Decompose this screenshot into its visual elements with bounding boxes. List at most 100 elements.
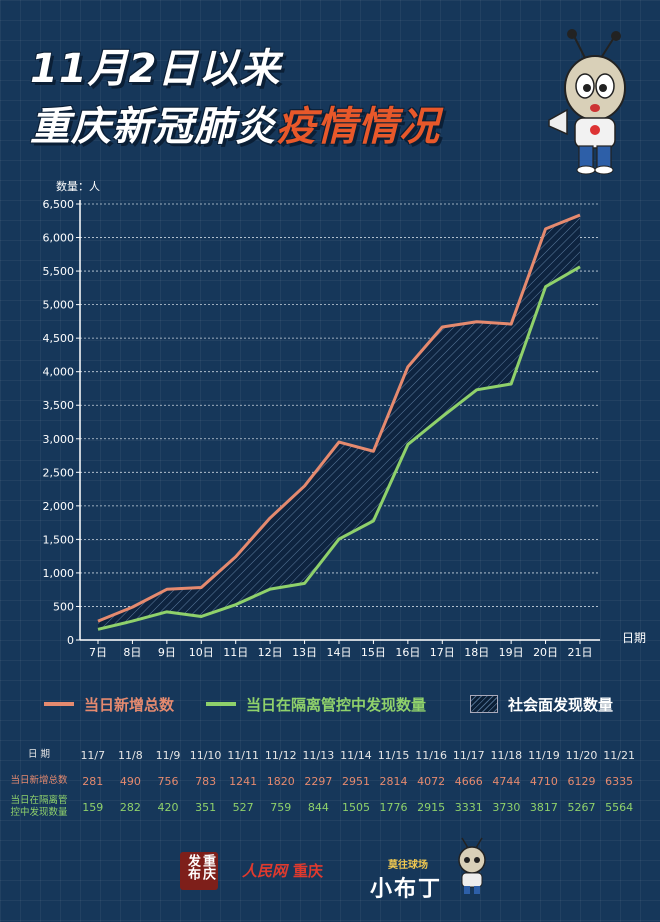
title-line1: 11月2日以来 <box>30 46 281 92</box>
x-tick-label: 19日 <box>499 646 524 659</box>
xiaobuding-subtitle: 莫往球场 <box>388 860 428 871</box>
table-total-cell: 2814 <box>379 774 408 788</box>
y-tick-label: 1,500 <box>43 533 75 546</box>
y-tick-label: 3,000 <box>43 433 75 446</box>
y-tick-label: 2,500 <box>43 466 75 479</box>
people-net-text: 人民网 <box>242 862 288 880</box>
table-total-cell: 4072 <box>417 774 446 788</box>
x-tick-label: 18日 <box>464 646 489 659</box>
y-tick-label: 3,500 <box>43 399 75 412</box>
table-total-cell: 6129 <box>567 774 596 788</box>
y-tick-label: 0 <box>67 634 74 647</box>
table-total-cell: 1820 <box>266 774 295 788</box>
table-quarantine-cell: 5564 <box>605 800 634 814</box>
table-quarantine-cell: 351 <box>195 800 217 814</box>
table-quarantine-cell: 1776 <box>379 800 408 814</box>
table-date-cell: 11/11 <box>227 748 260 762</box>
table-quarantine-cell: 3817 <box>529 800 558 814</box>
table-row2-label: 当日在隔离管 控中发现数量 <box>4 794 74 820</box>
xiaobuding-logo: 莫往球场 小布丁 <box>370 856 442 903</box>
table-date-cell: 11/12 <box>264 748 297 762</box>
x-tick-label: 15日 <box>361 646 386 659</box>
xiaobuding-title: 小布丁 <box>370 877 443 902</box>
table-quarantine-cell: 2915 <box>417 800 446 814</box>
table-quarantine-cell: 527 <box>232 800 254 814</box>
x-tick-label: 12日 <box>258 646 283 659</box>
community-area <box>98 215 580 630</box>
table-quarantine-cell: 1505 <box>341 800 370 814</box>
title-line2-red: 疫情情况 <box>276 104 440 150</box>
table-total-cell: 281 <box>82 774 104 788</box>
line-chart: 0 500 1,000 1,500 2,000 2,500 3,000 3,500 4,000 4… <box>43 180 647 659</box>
legend-item-area: 社会面发现数量 <box>470 694 613 714</box>
table-date-cell: 11/9 <box>155 748 181 762</box>
people-net-region: 重庆 <box>293 862 324 880</box>
legend-item-red: 当日新增总数 <box>44 694 174 714</box>
x-tick-label: 17日 <box>430 646 455 659</box>
x-tick-label: 7日 <box>89 646 107 659</box>
legend-swatch-red <box>44 702 74 706</box>
legend-swatch-area <box>470 695 498 713</box>
table-quarantine-cell: 844 <box>307 800 329 814</box>
y-tick-label: 5,500 <box>43 265 75 278</box>
y-tick-label: 6,000 <box>43 232 75 245</box>
table-date-cell: 11/17 <box>452 748 485 762</box>
table-date-cell: 11/19 <box>528 748 560 762</box>
table-date-cell: 11/16 <box>415 748 447 762</box>
legend-label-area: 社会面发现数量 <box>508 695 614 714</box>
x-tick-label: 10日 <box>189 646 214 659</box>
table-quarantine-cell: 159 <box>82 800 104 814</box>
series-line-total <box>97 213 581 623</box>
table-quarantine-cell: 282 <box>119 800 141 814</box>
table-total-cell: 4744 <box>492 774 521 788</box>
table-date-cell: 11/13 <box>302 748 335 762</box>
legend-label-red: 当日新增总数 <box>84 695 175 714</box>
table-date-cell: 11/8 <box>118 748 143 762</box>
table-total-cell: 2297 <box>304 774 333 788</box>
x-tick-label: 14日 <box>327 646 352 659</box>
table-row1-label: 当日新增总数 <box>10 775 68 786</box>
x-tick-label: 11日 <box>223 646 248 659</box>
y-tick-label: 500 <box>53 600 74 613</box>
mascot-megaphone-illustration <box>548 29 626 175</box>
y-tick-label: 1,000 <box>43 567 75 580</box>
table-date-cell: 11/18 <box>490 748 523 762</box>
table-date-cell: 11/14 <box>340 748 372 762</box>
table-date-cell: 11/10 <box>189 748 222 762</box>
title-line2-white: 重庆新冠肺炎 <box>30 104 276 150</box>
y-tick-label: 5,000 <box>43 299 75 312</box>
y-tick-label: 4,500 <box>43 332 75 345</box>
table-quarantine-cell: 5267 <box>567 800 596 814</box>
data-table: 日 期 11/7 11/8 11/9 11/10 11/11 11/12 11/13 11/14… <box>4 742 638 820</box>
table-date-cell: 11/21 <box>603 748 635 762</box>
table-total-cell: 756 <box>157 774 179 788</box>
table-date-cell: 11/15 <box>377 748 410 762</box>
mascot-small-icon <box>458 837 486 894</box>
table-total-cell: 1241 <box>229 774 258 788</box>
table-total-cell: 4710 <box>529 774 558 788</box>
x-tick-label: 16日 <box>395 646 420 659</box>
y-tick-label: 2,000 <box>43 500 75 513</box>
x-axis-label: 日期 <box>622 631 646 645</box>
table-header-label: 日 期 <box>27 749 51 760</box>
legend-swatch-green <box>206 702 236 706</box>
table-quarantine-cell: 3730 <box>492 800 521 814</box>
table-quarantine-cell: 759 <box>270 800 292 814</box>
series-line-quarantine <box>97 265 581 631</box>
y-tick-label: 4,000 <box>43 366 75 379</box>
table-row2-label-b: 控中发现数量 <box>10 807 68 818</box>
legend-item-green: 当日在隔离管控中发现数量 <box>206 694 426 714</box>
table-date-cell: 11/7 <box>80 748 106 762</box>
legend-label-green: 当日在隔离管控中发现数量 <box>246 695 427 714</box>
x-tick-label: 9日 <box>158 646 176 659</box>
table-total-cell: 4666 <box>454 774 483 788</box>
table-total-cell: 2951 <box>341 774 370 788</box>
title-line2: 重庆新冠肺炎疫情情况 <box>30 94 440 152</box>
x-tick-label: 21日 <box>568 646 593 659</box>
x-tick-label: 8日 <box>123 646 141 659</box>
footer-logos: 重庆发布 人民网 重庆 莫往球场 小布丁 <box>0 837 660 902</box>
people-net-logo: 人民网 重庆 <box>242 860 323 881</box>
chongqing-release-logo: 重庆发布 <box>180 852 218 890</box>
x-tick-label: 13日 <box>292 646 317 659</box>
x-tick-label: 20日 <box>533 646 558 659</box>
